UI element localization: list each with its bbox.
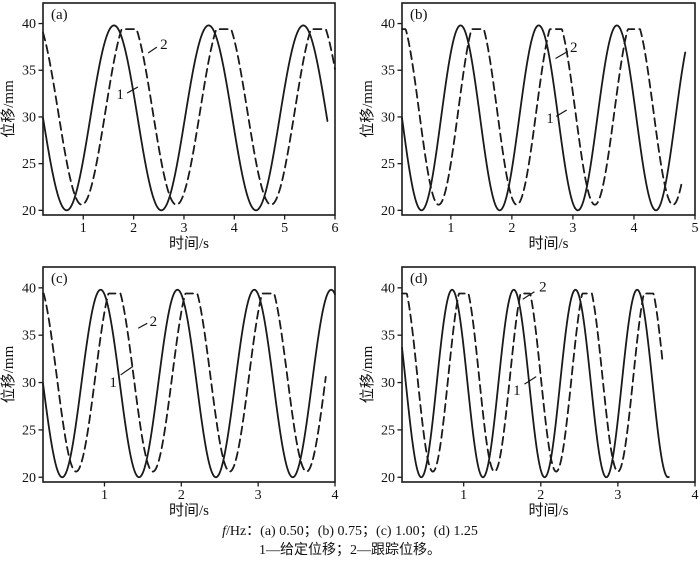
caption-f-symbol: f [222, 524, 226, 539]
x-tick-label: 1 [101, 488, 108, 503]
y-tick-label: 35 [22, 64, 36, 79]
figure-caption: f/Hz：(a) 0.50；(b) 0.75；(c) 1.00；(d) 1.25… [0, 522, 700, 560]
x-tick-label: 5 [281, 221, 288, 236]
curve-label-leader-2 [522, 291, 535, 300]
curve-label-leader-1 [126, 86, 139, 94]
y-axis-title: 位移/mm [359, 80, 376, 138]
panel-c-chart: 1 2 3 4 20 25 30 35 40 时间/s 位移/mm (c) 1 2 [0, 266, 339, 519]
x-tick-label: 3 [180, 221, 187, 236]
y-tick-label: 20 [381, 204, 395, 219]
x-tick-label: 1 [447, 221, 454, 236]
y-axis-title: 位移/mm [359, 345, 376, 403]
panel-d-chart: 1 2 3 4 20 25 30 35 40 时间/s 位移/mm (d) 1 2 [359, 266, 699, 519]
y-tick-label: 35 [381, 64, 395, 79]
y-tick-label: 40 [381, 17, 395, 32]
y-tick-label: 30 [381, 110, 395, 125]
curve-label-leader-2 [137, 322, 148, 329]
curve-label-2: 2 [539, 279, 547, 295]
caption-frequencies: f/Hz：(a) 0.50；(b) 0.75；(c) 1.00；(d) 1.25 [0, 522, 700, 541]
caption-frequency-list: /Hz：(a) 0.50；(b) 0.75；(c) 1.00；(d) 1.25 [225, 524, 478, 539]
x-tick-label: 3 [569, 221, 576, 236]
x-axis-title: 时间/s [528, 502, 568, 519]
plot-frame [401, 266, 696, 483]
x-tick-label: 2 [537, 488, 544, 503]
x-axis-title: 时间/s [528, 235, 568, 252]
series-1-solid-curve [401, 288, 670, 479]
x-tick-label: 2 [508, 221, 515, 236]
curve-label-leader-2 [147, 46, 158, 54]
curve-label-1: 1 [109, 375, 117, 391]
plot-frame [42, 266, 336, 483]
y-tick-label: 20 [381, 471, 395, 486]
y-tick-label: 20 [22, 204, 36, 219]
curve-label-1: 1 [546, 111, 554, 127]
series-1-solid-curve [401, 24, 687, 212]
curve-label-1: 1 [513, 383, 521, 399]
series-2-dashed-curve [401, 292, 664, 473]
y-tick-label: 25 [22, 157, 36, 172]
y-tick-label: 40 [381, 281, 395, 296]
series-2-dashed-curve [401, 28, 684, 206]
x-tick-label: 2 [178, 488, 185, 503]
series-1-solid-curve [42, 288, 336, 479]
y-tick-label: 30 [22, 110, 36, 125]
x-tick-label: 3 [614, 488, 621, 503]
curve-label-leader-2 [555, 50, 569, 60]
curve-label-leader-1 [524, 376, 537, 385]
series-2-dashed-curve [42, 292, 327, 473]
series-1-solid-curve [42, 24, 329, 212]
panel-letter: (d) [410, 271, 428, 287]
plot-frame [401, 2, 696, 216]
panel-a-chart: 1 2 3 4 5 6 20 25 30 35 40 时间/s 位移/mm (a) 1 2 [0, 2, 339, 252]
x-tick-label: 4 [332, 488, 339, 503]
x-axis-title: 时间/s [169, 502, 209, 519]
x-tick-label: 2 [130, 221, 137, 236]
x-tick-label: 1 [460, 488, 467, 503]
curve-label-2: 2 [570, 40, 578, 56]
x-tick-label: 4 [692, 488, 699, 503]
x-tick-label: 3 [255, 488, 262, 503]
y-axis-title: 位移/mm [0, 345, 17, 403]
y-tick-label: 35 [381, 329, 395, 344]
y-tick-label: 30 [381, 376, 395, 391]
panel-letter: (c) [51, 271, 68, 287]
curve-label-leader-1 [120, 365, 134, 376]
curve-label-leader-1 [555, 109, 567, 117]
y-tick-label: 25 [22, 423, 36, 438]
y-tick-label: 25 [381, 423, 395, 438]
curve-label-1: 1 [116, 87, 124, 103]
x-tick-label: 5 [692, 221, 699, 236]
y-tick-label: 40 [22, 281, 36, 296]
x-tick-label: 1 [80, 221, 87, 236]
x-tick-label: 4 [231, 221, 238, 236]
caption-legend: 1—给定位移；2—跟踪位移。 [259, 543, 441, 558]
x-axis-title: 时间/s [169, 235, 209, 252]
y-tick-label: 20 [22, 471, 36, 486]
x-tick-label: 4 [630, 221, 637, 236]
y-axis-title: 位移/mm [0, 80, 17, 138]
curve-label-2: 2 [160, 37, 168, 53]
panel-letter: (b) [410, 7, 428, 23]
y-tick-label: 25 [381, 157, 395, 172]
y-tick-label: 40 [22, 17, 36, 32]
curve-label-2: 2 [150, 314, 158, 330]
plot-frame [42, 2, 336, 216]
y-tick-label: 30 [22, 376, 36, 391]
panel-b-chart: 1 2 3 4 5 20 25 30 35 40 时间/s 位移/mm (b) 1 2 [359, 2, 699, 252]
series-2-dashed-curve [42, 28, 336, 206]
y-tick-label: 35 [22, 329, 36, 344]
x-tick-label: 6 [332, 221, 339, 236]
panel-letter: (a) [51, 7, 68, 23]
